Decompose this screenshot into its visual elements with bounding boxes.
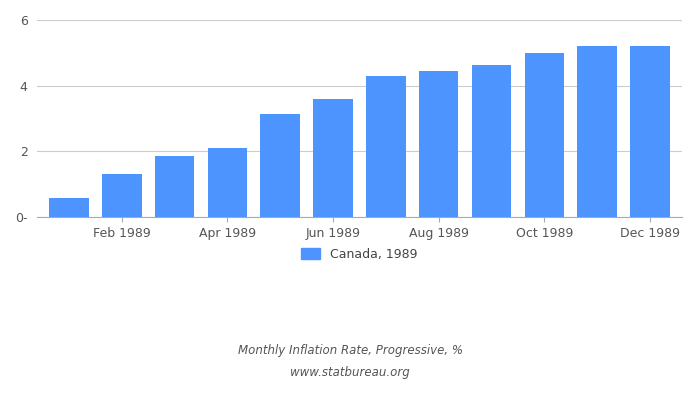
Bar [155, 156, 195, 217]
Bar [366, 76, 406, 217]
Legend: Canada, 1989: Canada, 1989 [296, 243, 423, 266]
Bar [313, 99, 353, 217]
Bar [524, 53, 564, 217]
Bar [208, 148, 247, 217]
Bar [49, 198, 89, 217]
Bar [578, 46, 617, 217]
Bar [630, 46, 670, 217]
Text: Monthly Inflation Rate, Progressive, %: Monthly Inflation Rate, Progressive, % [237, 344, 463, 357]
Bar [419, 71, 458, 217]
Text: www.statbureau.org: www.statbureau.org [290, 366, 410, 379]
Bar [260, 114, 300, 217]
Bar [472, 65, 511, 217]
Bar [102, 174, 141, 217]
